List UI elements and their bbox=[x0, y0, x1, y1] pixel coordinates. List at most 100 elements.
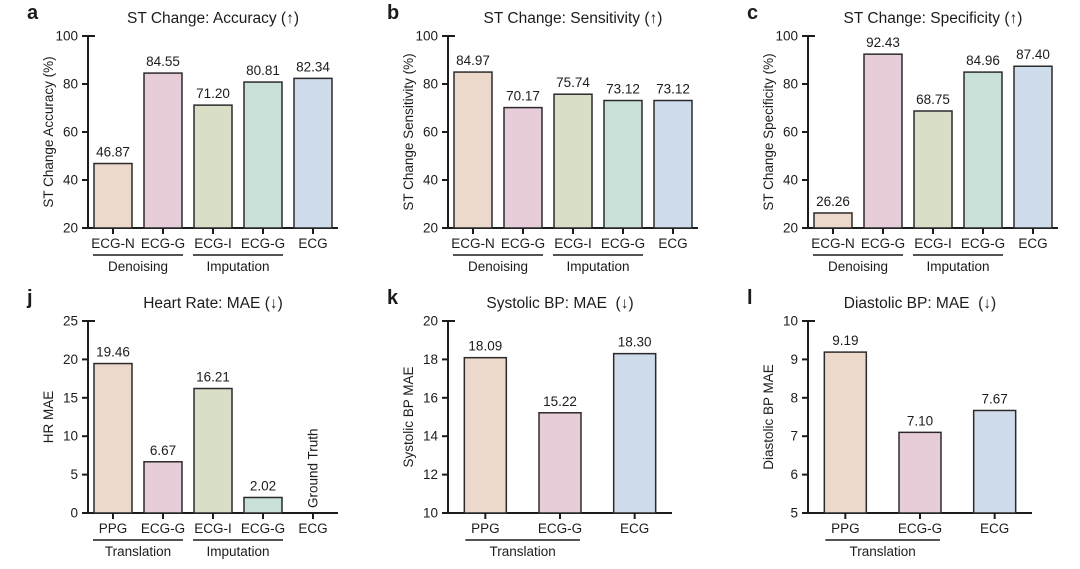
bar-chart-heart-rate-mae: Heart Rate: MAE (↓) HR MAE 0 5 10 15 20 25 19.46… bbox=[41, 295, 338, 559]
bar-value-label: 9.19 bbox=[832, 333, 858, 348]
category-label: ECG-N bbox=[451, 236, 495, 251]
bar-value-label: 87.40 bbox=[1016, 47, 1050, 62]
y-tick-label: 20 bbox=[423, 221, 438, 236]
category-label: ECG bbox=[620, 521, 649, 536]
bar bbox=[193, 104, 233, 229]
bar bbox=[612, 352, 657, 514]
group-label: Denoising bbox=[468, 259, 528, 274]
y-tick-label: 14 bbox=[423, 429, 439, 444]
bar bbox=[553, 93, 593, 229]
bar-value-label: 71.20 bbox=[196, 86, 230, 101]
y-tick-label: 20 bbox=[423, 314, 438, 329]
category-label: PPG bbox=[831, 521, 860, 536]
chart-title: ST Change: Specificity (↑) bbox=[844, 10, 1023, 27]
group-label: Imputation bbox=[926, 259, 989, 274]
y-tick-label: 10 bbox=[423, 506, 438, 521]
bar bbox=[823, 351, 868, 514]
bar bbox=[898, 431, 942, 514]
bar-value-label: 92.43 bbox=[866, 35, 900, 50]
bar-value-label: 2.02 bbox=[250, 478, 276, 493]
bar-value-label: 70.17 bbox=[506, 89, 540, 104]
bar bbox=[603, 99, 643, 229]
bar bbox=[813, 212, 853, 229]
y-tick-label: 100 bbox=[415, 29, 438, 44]
y-tick-label: 60 bbox=[63, 125, 78, 140]
panel-letter: k bbox=[387, 287, 399, 309]
y-tick-label: 12 bbox=[423, 467, 438, 482]
bar bbox=[963, 71, 1003, 229]
y-tick-label: 6 bbox=[790, 467, 798, 482]
y-tick-label: 7 bbox=[790, 429, 798, 444]
chart-title: ST Change: Sensitivity (↑) bbox=[484, 10, 663, 27]
group-label: Translation bbox=[850, 544, 916, 559]
y-tick-label: 9 bbox=[790, 352, 798, 367]
bar bbox=[193, 387, 233, 514]
bar-value-label: 46.87 bbox=[96, 145, 130, 160]
category-label: PPG bbox=[471, 521, 500, 536]
chart-title: Systolic BP: MAE (↓) bbox=[486, 295, 633, 312]
group-label: Translation bbox=[105, 544, 171, 559]
category-label: PPG bbox=[99, 521, 128, 536]
bar-value-label: 75.74 bbox=[556, 75, 590, 90]
bar-value-label: 82.34 bbox=[296, 59, 330, 74]
y-tick-label: 20 bbox=[63, 352, 78, 367]
bar-value-label: 73.12 bbox=[606, 82, 640, 97]
y-axis-label: ST Change Sensitivity (%) bbox=[401, 53, 416, 210]
category-label: ECG-G bbox=[141, 521, 185, 536]
y-tick-label: 5 bbox=[790, 506, 798, 521]
bar bbox=[913, 110, 953, 229]
bar-value-label: 84.55 bbox=[146, 54, 180, 69]
category-label: ECG-G bbox=[241, 236, 285, 251]
bar bbox=[503, 106, 543, 229]
y-axis-label: HR MAE bbox=[41, 391, 56, 444]
category-label: ECG-I bbox=[914, 236, 952, 251]
y-tick-label: 60 bbox=[783, 125, 798, 140]
bar bbox=[93, 162, 133, 229]
y-tick-label: 100 bbox=[775, 29, 798, 44]
y-tick-label: 60 bbox=[423, 125, 438, 140]
category-label: ECG bbox=[298, 521, 327, 536]
chart-title: Heart Rate: MAE (↓) bbox=[143, 295, 283, 312]
bar bbox=[243, 81, 283, 229]
panel-letter: c bbox=[747, 2, 759, 24]
panel-j: j Heart Rate: MAE (↓) HR MAE 0 5 10 15 20 25 19.… bbox=[0, 285, 360, 569]
y-axis-label: Systolic BP MAE bbox=[401, 366, 416, 467]
y-tick-label: 80 bbox=[63, 77, 78, 92]
category-label: ECG-G bbox=[961, 236, 1005, 251]
group-label: Denoising bbox=[108, 259, 168, 274]
chart-title: Diastolic BP: MAE (↓) bbox=[844, 295, 996, 312]
panel-letter: j bbox=[27, 287, 33, 309]
bar-value-label: 84.96 bbox=[966, 53, 1000, 68]
y-tick-label: 25 bbox=[63, 314, 78, 329]
bar-value-label: 18.30 bbox=[618, 335, 652, 350]
bar-value-label: 18.09 bbox=[468, 339, 502, 354]
y-tick-label: 10 bbox=[783, 314, 798, 329]
bar bbox=[863, 53, 903, 229]
category-label: ECG-N bbox=[811, 236, 855, 251]
bar bbox=[972, 409, 1017, 514]
bar bbox=[538, 412, 582, 514]
bar-value-label: 6.67 bbox=[150, 443, 176, 458]
bar-value-label: 15.22 bbox=[543, 394, 577, 409]
chart-title: ST Change: Accuracy (↑) bbox=[127, 10, 299, 27]
bar-value-label: 80.81 bbox=[246, 63, 280, 78]
panel-a: a ST Change: Accuracy (↑) ST Change Accur… bbox=[0, 0, 360, 285]
category-label: ECG bbox=[298, 236, 327, 251]
panel-c: c ST Change: Specificity (↑) ST Change Sp… bbox=[720, 0, 1080, 285]
panel-k: k Systolic BP: MAE (↓) Systolic BP MAE 10 1… bbox=[360, 285, 720, 569]
category-label: ECG-G bbox=[601, 236, 645, 251]
bar-value-label: 73.12 bbox=[656, 82, 690, 97]
bar bbox=[293, 77, 333, 229]
panel-letter: b bbox=[387, 2, 400, 24]
y-tick-label: 10 bbox=[63, 429, 78, 444]
y-axis-label: Diastolic BP MAE bbox=[761, 364, 776, 470]
bar bbox=[453, 71, 493, 229]
y-axis-label: ST Change Accuracy (%) bbox=[41, 56, 56, 207]
y-tick-label: 20 bbox=[783, 221, 798, 236]
category-label: ECG-G bbox=[501, 236, 545, 251]
bar-value-label: 68.75 bbox=[916, 92, 950, 107]
bar-chart-sensitivity: ST Change: Sensitivity (↑) ST Change Sens… bbox=[401, 10, 698, 274]
y-tick-label: 100 bbox=[55, 29, 78, 44]
group-label: Imputation bbox=[206, 544, 269, 559]
